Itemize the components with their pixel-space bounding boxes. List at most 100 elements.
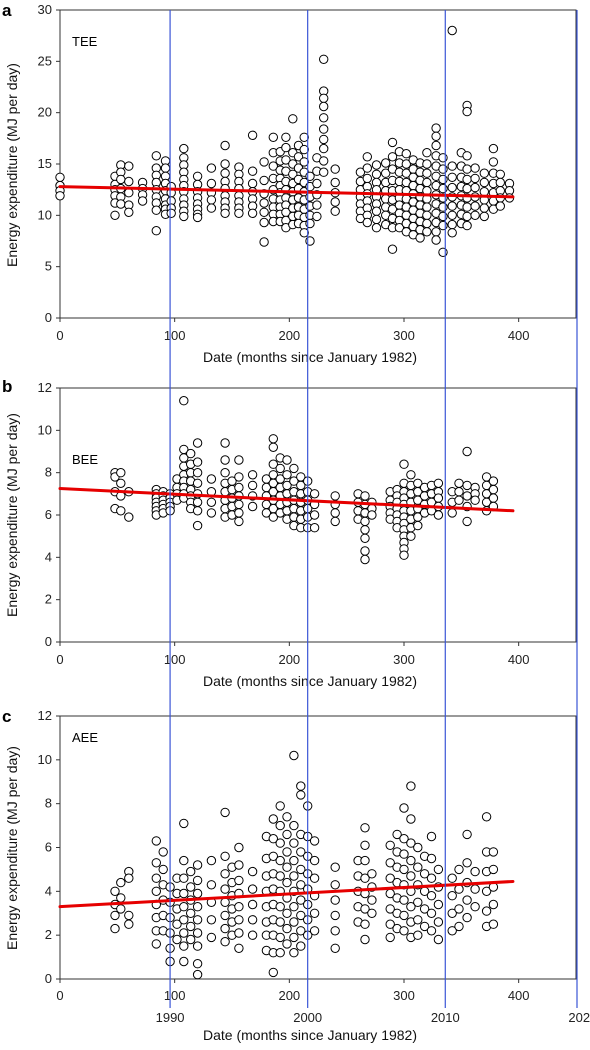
data-point [447, 161, 457, 171]
data-point [454, 495, 464, 505]
data-point [462, 446, 472, 457]
data-point [275, 820, 285, 831]
data-point [234, 915, 244, 925]
data-point [289, 932, 299, 943]
data-point [462, 151, 472, 161]
data-point [433, 899, 444, 910]
data-point [399, 459, 409, 469]
data-point [394, 223, 405, 233]
data-point [367, 869, 377, 879]
data-point [454, 921, 464, 932]
data-point [299, 228, 309, 238]
data-point [462, 480, 472, 491]
data-point [247, 899, 258, 910]
data-point [179, 902, 189, 912]
data-point [387, 244, 398, 254]
y-tick-label: 15 [38, 156, 52, 171]
data-point [296, 926, 306, 936]
data-point [268, 967, 278, 978]
data-point [479, 177, 489, 188]
data-point [268, 132, 278, 143]
data-point [360, 873, 370, 883]
data-point [268, 442, 278, 452]
data-point [247, 178, 258, 189]
data-point [362, 163, 372, 173]
series-label: AEE [72, 730, 98, 745]
data-point [259, 157, 269, 167]
data-point [247, 480, 258, 491]
trend-line [58, 185, 515, 199]
data-point [406, 470, 416, 480]
data-point [330, 910, 340, 921]
data-point [247, 884, 258, 894]
data-point [462, 895, 472, 905]
series-label: BEE [72, 452, 98, 467]
data-point [220, 468, 230, 478]
data-point [406, 531, 416, 541]
data-point [268, 161, 278, 171]
data-point [426, 891, 437, 901]
data-point [319, 124, 329, 134]
x-axis-label: Date (months since January 1982) [203, 349, 417, 365]
data-point [289, 855, 299, 866]
data-point [309, 836, 320, 846]
data-point [360, 919, 370, 929]
data-point [447, 908, 457, 918]
data-point [151, 226, 162, 236]
data-point [479, 203, 489, 213]
y-tick-label: 2 [45, 592, 52, 607]
x-tick-label: 200 [278, 652, 300, 667]
y-tick-label: 10 [38, 422, 52, 437]
data-point [116, 468, 126, 478]
x-tick-label: 400 [508, 328, 530, 343]
data-point [220, 851, 230, 861]
data-point [296, 790, 306, 800]
data-point [247, 930, 258, 940]
data-point [462, 912, 472, 923]
year-tick-label: 1990 [156, 1010, 185, 1025]
data-point [192, 969, 203, 980]
data-point [426, 926, 437, 936]
data-point [309, 926, 320, 936]
y-tick-label: 10 [38, 752, 52, 767]
data-point [234, 928, 244, 938]
data-point [462, 174, 472, 185]
data-point [360, 533, 370, 543]
data-point [495, 169, 505, 180]
data-point [116, 199, 126, 209]
data-point [319, 167, 329, 177]
data-point [275, 463, 285, 474]
x-tick-label: 0 [56, 652, 63, 667]
data-point [234, 472, 244, 482]
data-point [116, 893, 126, 903]
y-tick-label: 4 [45, 549, 52, 564]
data-point [360, 934, 370, 945]
data-point [319, 113, 329, 123]
panel-c: 0 2 4 6 8 10 12 0 100 200 300 400 1990 2000 2010 2020 Da… [2, 707, 590, 1043]
data-point [371, 160, 382, 170]
data-point [319, 93, 329, 104]
data-point [206, 497, 217, 507]
data-point [247, 208, 258, 219]
data-point [282, 455, 292, 465]
data-point [447, 182, 457, 193]
data-point [399, 910, 409, 921]
y-tick-label: 8 [45, 796, 52, 811]
data-point [488, 484, 499, 495]
data-point [268, 814, 278, 824]
data-point [470, 495, 480, 505]
x-tick-label: 300 [393, 652, 415, 667]
data-point [309, 908, 320, 918]
x-tick-label: 400 [508, 652, 530, 667]
data-point [462, 106, 472, 117]
data-point [447, 873, 457, 883]
data-point [234, 842, 244, 853]
data-point [401, 159, 411, 169]
data-point [282, 470, 292, 480]
data-point [151, 873, 162, 883]
data-point [360, 491, 370, 501]
data-point [296, 941, 306, 951]
data-point [488, 157, 499, 167]
data-point [309, 510, 320, 520]
data-point [179, 928, 189, 938]
